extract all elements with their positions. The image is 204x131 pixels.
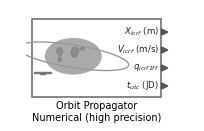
Text: $X_{icrf}$ (m): $X_{icrf}$ (m)	[123, 26, 158, 38]
Text: $t_{utc}$ (JD): $t_{utc}$ (JD)	[125, 80, 158, 92]
Polygon shape	[161, 29, 167, 35]
Bar	[34, 72, 40, 73]
Text: $V_{icrf}$ (m/s): $V_{icrf}$ (m/s)	[116, 44, 158, 56]
Bar	[32, 19, 161, 97]
Polygon shape	[79, 47, 84, 50]
Bar	[44, 72, 50, 73]
Polygon shape	[161, 47, 167, 53]
Polygon shape	[58, 57, 61, 62]
Text: Numerical (high precision): Numerical (high precision)	[32, 113, 161, 123]
Polygon shape	[161, 83, 167, 89]
Circle shape	[45, 39, 101, 74]
Bar	[40, 72, 44, 74]
Polygon shape	[56, 48, 63, 56]
Text: $q_{icrf2ff}$: $q_{icrf2ff}$	[133, 62, 158, 73]
Text: Orbit Propagator: Orbit Propagator	[56, 101, 137, 111]
Polygon shape	[161, 65, 167, 71]
Polygon shape	[71, 48, 79, 57]
